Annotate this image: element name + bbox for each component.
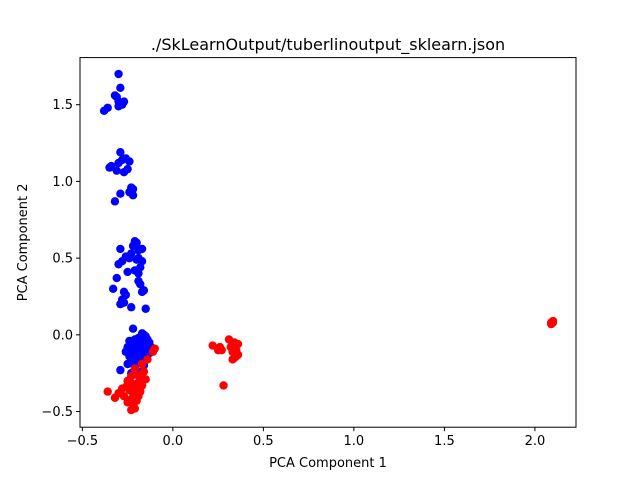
scatter-point <box>114 102 123 111</box>
chart-title: ./SkLearnOutput/tuberlinoutput_sklearn.j… <box>151 35 505 55</box>
plot-frame <box>79 57 577 428</box>
y-tick-label: 1.5 <box>52 98 73 113</box>
y-axis-label: PCA Component 2 <box>16 183 31 301</box>
scatter-point <box>137 287 147 297</box>
scatter-point <box>128 191 138 200</box>
scatter-point <box>141 375 150 384</box>
x-axis-label: PCA Component 1 <box>269 456 387 471</box>
scatter-point <box>125 157 134 166</box>
scatter-point <box>103 387 112 396</box>
scatter-point <box>228 355 237 364</box>
scatter-point <box>134 269 143 278</box>
scatter-point <box>116 244 125 254</box>
scatter-point <box>105 163 114 172</box>
scatter-point <box>108 284 118 294</box>
scatter-point <box>116 189 125 198</box>
scatter-point <box>114 260 123 269</box>
scatter-point <box>110 91 120 100</box>
scatter-point <box>141 304 150 313</box>
scatter-point <box>116 83 125 93</box>
x-tick-label: 2.0 <box>525 434 546 449</box>
scatter-point <box>217 345 226 355</box>
scatter-point <box>123 267 132 277</box>
scatter-point <box>137 359 147 369</box>
scatter-point <box>110 197 120 206</box>
scatter-point <box>114 158 123 168</box>
scatter-point <box>548 316 558 326</box>
scatter-point <box>116 299 125 309</box>
x-tick-label: 1.0 <box>344 434 365 449</box>
scatter-point <box>110 393 120 402</box>
x-tick-label: 1.5 <box>434 434 455 449</box>
scatter-point <box>127 303 136 312</box>
scatter-point <box>148 347 158 356</box>
y-tick-label: −0.5 <box>41 405 73 420</box>
scatter-point <box>127 405 136 415</box>
x-tick-label: 0.5 <box>253 434 274 449</box>
scatter-point <box>128 324 138 333</box>
scatter-point <box>219 381 228 390</box>
scatter-point <box>123 164 132 174</box>
x-tick-label: 0.0 <box>163 434 184 449</box>
scatter-point <box>114 69 123 79</box>
y-axis-ticks: −0.5 0.0 0.5 1.0 1.5 <box>41 98 80 420</box>
y-tick-label: 0.5 <box>52 252 73 267</box>
points-layer <box>99 69 558 415</box>
scatter-point <box>123 359 132 369</box>
scatter-point <box>116 148 125 157</box>
scatter-point <box>112 273 121 283</box>
x-tick-label: −0.5 <box>67 434 99 449</box>
scatter-point <box>136 280 145 289</box>
scatter-point <box>119 392 129 401</box>
y-tick-label: 0.0 <box>52 328 73 343</box>
scatter-point <box>112 166 121 175</box>
x-axis-ticks: −0.5 0.0 0.5 1.0 1.5 2.0 <box>67 427 546 449</box>
y-tick-label: 1.0 <box>52 175 73 190</box>
scatter-point <box>116 365 125 375</box>
scatter-point <box>99 106 109 116</box>
scatter-point <box>134 246 143 255</box>
scatter-point <box>139 367 149 376</box>
